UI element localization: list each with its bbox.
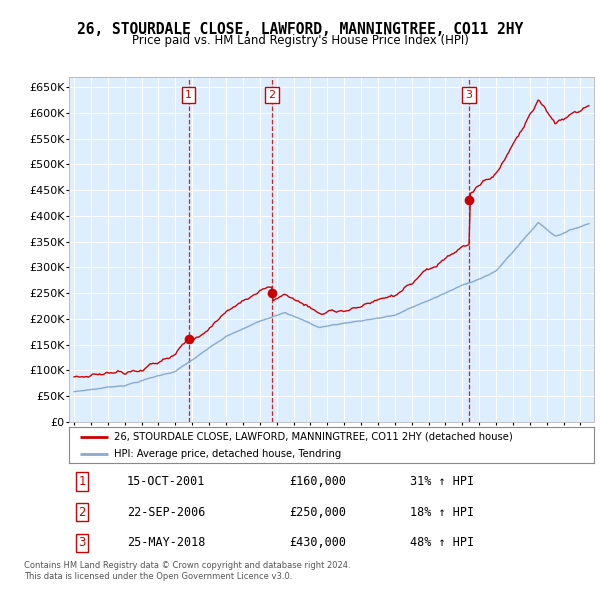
Text: £430,000: £430,000 — [290, 536, 347, 549]
Text: 18% ↑ HPI: 18% ↑ HPI — [410, 506, 475, 519]
Text: 25-MAY-2018: 25-MAY-2018 — [127, 536, 205, 549]
Text: £160,000: £160,000 — [290, 475, 347, 488]
Text: This data is licensed under the Open Government Licence v3.0.: This data is licensed under the Open Gov… — [24, 572, 292, 581]
Text: 15-OCT-2001: 15-OCT-2001 — [127, 475, 205, 488]
Text: 1: 1 — [79, 475, 86, 488]
Text: 3: 3 — [79, 536, 86, 549]
Text: Contains HM Land Registry data © Crown copyright and database right 2024.: Contains HM Land Registry data © Crown c… — [24, 561, 350, 570]
Text: £250,000: £250,000 — [290, 506, 347, 519]
Text: HPI: Average price, detached house, Tendring: HPI: Average price, detached house, Tend… — [113, 449, 341, 459]
Text: 26, STOURDALE CLOSE, LAWFORD, MANNINGTREE, CO11 2HY: 26, STOURDALE CLOSE, LAWFORD, MANNINGTRE… — [77, 22, 523, 37]
Text: 1: 1 — [185, 90, 192, 100]
Text: 26, STOURDALE CLOSE, LAWFORD, MANNINGTREE, CO11 2HY (detached house): 26, STOURDALE CLOSE, LAWFORD, MANNINGTRE… — [113, 432, 512, 442]
Text: 22-SEP-2006: 22-SEP-2006 — [127, 506, 205, 519]
Text: 2: 2 — [268, 90, 275, 100]
Text: 2: 2 — [79, 506, 86, 519]
Text: 31% ↑ HPI: 31% ↑ HPI — [410, 475, 475, 488]
Text: Price paid vs. HM Land Registry's House Price Index (HPI): Price paid vs. HM Land Registry's House … — [131, 34, 469, 47]
Text: 48% ↑ HPI: 48% ↑ HPI — [410, 536, 475, 549]
Text: 3: 3 — [466, 90, 473, 100]
